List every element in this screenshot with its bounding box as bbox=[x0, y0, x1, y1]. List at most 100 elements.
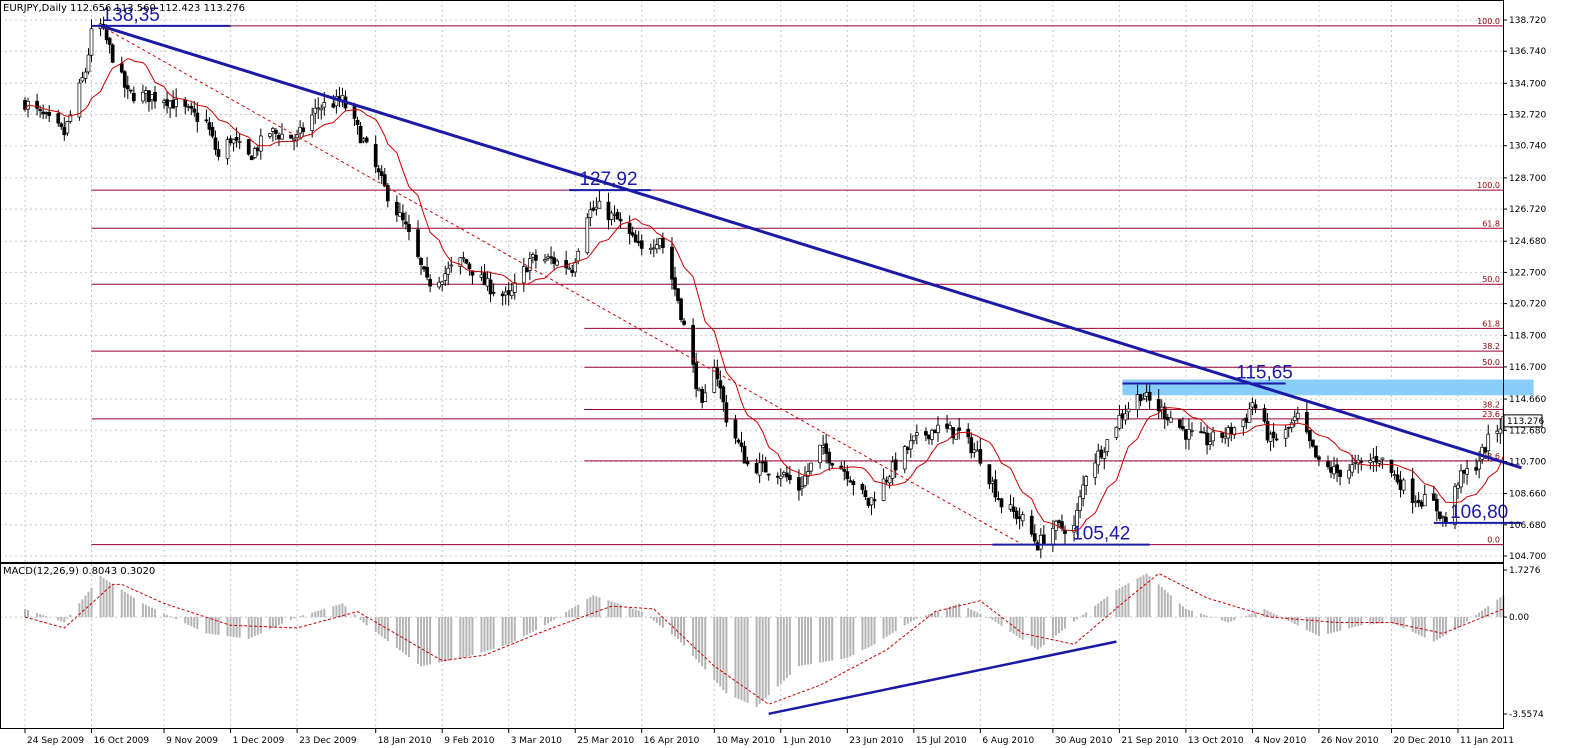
candle-body[interactable] bbox=[1495, 430, 1500, 434]
candle-body[interactable] bbox=[585, 217, 590, 254]
candle-body[interactable] bbox=[1377, 460, 1382, 464]
candle-body[interactable] bbox=[316, 107, 321, 110]
candle-body[interactable] bbox=[618, 218, 623, 222]
candle-body[interactable] bbox=[679, 298, 683, 321]
candle-body[interactable] bbox=[1374, 456, 1379, 463]
candle-body[interactable] bbox=[549, 256, 553, 259]
candle-body[interactable] bbox=[661, 237, 665, 248]
candle-body[interactable] bbox=[775, 475, 780, 478]
candle-body[interactable] bbox=[119, 63, 124, 73]
candle-body[interactable] bbox=[525, 267, 529, 273]
candle-body[interactable] bbox=[534, 254, 538, 261]
candle-body[interactable] bbox=[1401, 479, 1406, 491]
candle-body[interactable] bbox=[1075, 510, 1079, 527]
candle-body[interactable] bbox=[636, 241, 641, 244]
candle-body[interactable] bbox=[1057, 520, 1061, 524]
candle-body[interactable] bbox=[1126, 408, 1131, 413]
candle-body[interactable] bbox=[673, 277, 677, 290]
candle-body[interactable] bbox=[933, 429, 937, 434]
macd-divergence-trendline[interactable] bbox=[768, 640, 1117, 716]
candle-body[interactable] bbox=[1304, 411, 1309, 433]
candle-body[interactable] bbox=[969, 437, 974, 454]
candle-body[interactable] bbox=[1438, 511, 1442, 520]
candle-body[interactable] bbox=[65, 121, 70, 134]
candle-body[interactable] bbox=[1099, 449, 1104, 458]
candle-body[interactable] bbox=[1380, 457, 1385, 460]
candle-body[interactable] bbox=[1011, 506, 1016, 512]
candle-body[interactable] bbox=[122, 71, 127, 88]
candle-body[interactable] bbox=[274, 129, 278, 134]
candle-body[interactable] bbox=[89, 28, 94, 56]
candle-body[interactable] bbox=[700, 389, 705, 403]
candle-body[interactable] bbox=[62, 127, 67, 136]
candle-body[interactable] bbox=[543, 259, 547, 262]
candle-body[interactable] bbox=[186, 106, 191, 108]
candle-body[interactable] bbox=[588, 209, 593, 218]
candle-body[interactable] bbox=[1138, 394, 1143, 402]
candle-body[interactable] bbox=[289, 134, 293, 139]
candle-body[interactable] bbox=[379, 171, 384, 177]
candle-body[interactable] bbox=[778, 475, 783, 479]
candle-body[interactable] bbox=[171, 99, 175, 109]
candle-body[interactable] bbox=[1014, 510, 1019, 520]
candle-body[interactable] bbox=[1038, 534, 1043, 550]
candle-body[interactable] bbox=[1441, 515, 1445, 518]
candle-body[interactable] bbox=[609, 212, 614, 220]
candle-body[interactable] bbox=[1008, 504, 1013, 510]
candle-body[interactable] bbox=[1486, 433, 1491, 452]
candle-body[interactable] bbox=[905, 447, 910, 450]
candle-body[interactable] bbox=[225, 139, 230, 160]
candle-body[interactable] bbox=[1202, 431, 1206, 434]
candle-body[interactable] bbox=[437, 281, 442, 288]
candle-body[interactable] bbox=[1465, 468, 1469, 475]
candle-body[interactable] bbox=[1413, 501, 1418, 504]
candle-body[interactable] bbox=[1250, 402, 1255, 408]
candle-body[interactable] bbox=[902, 446, 907, 470]
candle-body[interactable] bbox=[204, 119, 209, 122]
candle-body[interactable] bbox=[80, 77, 85, 82]
candle-body[interactable] bbox=[1211, 431, 1215, 442]
candle-body[interactable] bbox=[373, 143, 378, 168]
candle-body[interactable] bbox=[35, 100, 39, 109]
candle-body[interactable] bbox=[993, 479, 998, 498]
candle-body[interactable] bbox=[887, 476, 892, 484]
candle-body[interactable] bbox=[754, 463, 759, 474]
candle-body[interactable] bbox=[1184, 429, 1188, 440]
candle-body[interactable] bbox=[301, 127, 305, 132]
candle-body[interactable] bbox=[1123, 413, 1128, 421]
candle-body[interactable] bbox=[712, 367, 717, 393]
candle-body[interactable] bbox=[38, 109, 42, 111]
candle-body[interactable] bbox=[573, 262, 578, 273]
candle-body[interactable] bbox=[1416, 499, 1421, 503]
candle-body[interactable] bbox=[1253, 404, 1258, 409]
candle-body[interactable] bbox=[1178, 419, 1182, 428]
candle-body[interactable] bbox=[1223, 435, 1228, 439]
candle-body[interactable] bbox=[292, 138, 296, 141]
candle-body[interactable] bbox=[295, 134, 299, 139]
candle-body[interactable] bbox=[863, 490, 868, 498]
candle-body[interactable] bbox=[1199, 431, 1203, 433]
candle-body[interactable] bbox=[1020, 514, 1025, 522]
candle-body[interactable] bbox=[1032, 533, 1037, 542]
candle-body[interactable] bbox=[1314, 445, 1318, 458]
candle-body[interactable] bbox=[936, 424, 940, 433]
candle-body[interactable] bbox=[736, 439, 741, 443]
candle-body[interactable] bbox=[162, 100, 166, 103]
candle-body[interactable] bbox=[1114, 427, 1119, 438]
candle-body[interactable] bbox=[110, 44, 115, 63]
candle-body[interactable] bbox=[827, 451, 832, 464]
candle-body[interactable] bbox=[576, 250, 581, 262]
candle-body[interactable] bbox=[416, 229, 420, 257]
candle-body[interactable] bbox=[1283, 429, 1288, 439]
candle-body[interactable] bbox=[506, 290, 511, 296]
candle-body[interactable] bbox=[512, 282, 517, 293]
candle-body[interactable] bbox=[467, 263, 472, 269]
candle-body[interactable] bbox=[1422, 494, 1427, 507]
candle-body[interactable] bbox=[1338, 470, 1342, 477]
candle-body[interactable] bbox=[361, 138, 366, 142]
candle-body[interactable] bbox=[168, 100, 172, 109]
candle-body[interactable] bbox=[355, 119, 360, 125]
candle-body[interactable] bbox=[914, 432, 919, 436]
candle-body[interactable] bbox=[491, 291, 496, 294]
candle-body[interactable] bbox=[1120, 413, 1125, 419]
